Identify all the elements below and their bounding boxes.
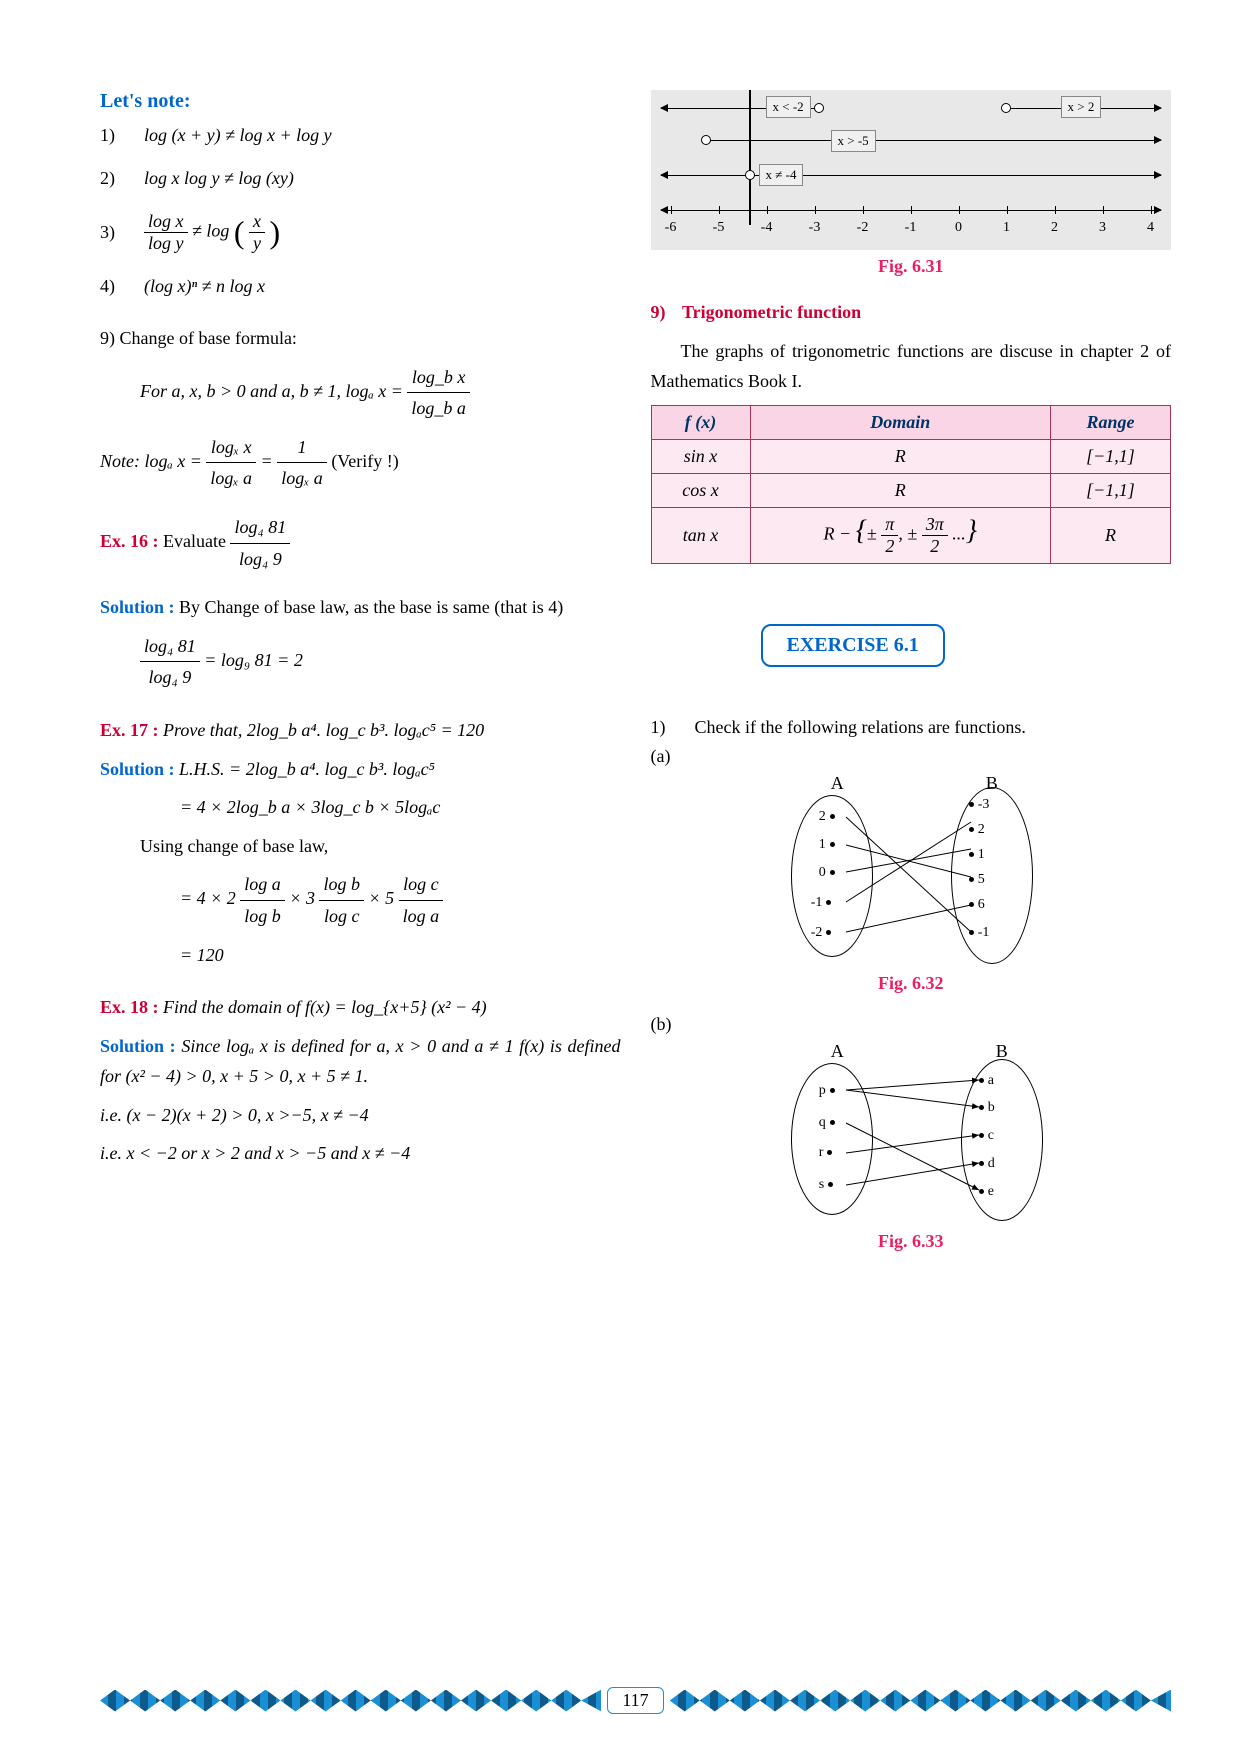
tick-label: -5: [713, 220, 725, 236]
tick-label: 3: [1099, 220, 1106, 236]
note-3-num: 3): [100, 222, 126, 243]
arrows-b: [751, 1045, 1071, 1225]
q1: 1) Check if the following relations are …: [651, 717, 1172, 738]
page-number: 117: [607, 1687, 663, 1714]
th-fx: f (x): [651, 405, 750, 439]
arrows-a: [751, 777, 1071, 967]
tick-label: 2: [1051, 220, 1058, 236]
ex18-sol1: Solution : Since logₐ x is defined for a…: [100, 1031, 621, 1092]
two-column-layout: Let's note: 1) log (x + y) ≠ log x + log…: [100, 90, 1171, 1272]
tick-label: -4: [761, 220, 773, 236]
note-4-text: (log x)ⁿ ≠ n log x: [144, 276, 265, 297]
ex16-label: Ex. 16 :: [100, 531, 159, 551]
note-1-text: log (x + y) ≠ log x + log y: [144, 125, 332, 146]
decorative-border-left: [100, 1690, 601, 1712]
ex16-solution: Solution : By Change of base law, as the…: [100, 592, 621, 623]
left-column: Let's note: 1) log (x + y) ≠ log x + log…: [100, 90, 621, 1272]
trig-table: f (x) Domain Range sin x R [−1,1] cos x …: [651, 405, 1172, 564]
ex16: Ex. 16 : Evaluate log₄ 81log₄ 9: [100, 512, 621, 574]
ex17: Ex. 17 : Prove that, 2log_b a⁴. log_c b³…: [100, 715, 621, 746]
trig-para: The graphs of trigonometric functions ar…: [651, 336, 1172, 397]
note-2-num: 2): [100, 168, 126, 189]
section-9-heading: 9) Trigonometric function: [651, 297, 1172, 328]
note-4: 4) (log x)ⁿ ≠ n log x: [100, 276, 621, 297]
decorative-border-right: [670, 1690, 1171, 1712]
ex18-label: Ex. 18 :: [100, 997, 159, 1017]
ex17-sol5: = 120: [180, 940, 621, 971]
page: Let's note: 1) log (x + y) ≠ log x + log…: [0, 0, 1241, 1754]
relation-diagram-b: A B p q r s a b c d: [751, 1045, 1071, 1225]
q1b-label: (b): [651, 1014, 1172, 1035]
th-range: Range: [1050, 405, 1170, 439]
ex17-sol1: Solution : L.H.S. = 2log_b a⁴. log_c b³.…: [100, 754, 621, 785]
table-row: sin x R [−1,1]: [651, 439, 1171, 473]
tick-label: -1: [905, 220, 917, 236]
tan-domain: R − {± π2, ± 3π2 ...}: [750, 507, 1050, 563]
th-domain: Domain: [750, 405, 1050, 439]
ex16-solution-eq: log₄ 81log₄ 9 = log₉ 81 = 2: [140, 631, 621, 693]
change-base-formula: For a, x, b > 0 and a, b ≠ 1, logₐ x = l…: [140, 362, 621, 424]
note-3-text: log xlog y ≠ log ( xy ): [144, 211, 280, 254]
fig-633-caption: Fig. 6.33: [651, 1231, 1172, 1252]
note-1: 1) log (x + y) ≠ log x + log y: [100, 125, 621, 146]
right-column: x < -2 x > 2 x > -5 x ≠ -4 -6-5-4-3: [651, 90, 1172, 1272]
number-line-figure: x < -2 x > 2 x > -5 x ≠ -4 -6-5-4-3: [651, 90, 1172, 250]
ex17-sol4: = 4 × 2 log alog b × 3 log blog c × 5 lo…: [180, 869, 621, 931]
lets-note-heading: Let's note:: [100, 90, 621, 113]
ex18-sol3: i.e. x < −2 or x > 2 and x > −5 and x ≠ …: [100, 1138, 621, 1169]
exercise-box: EXERCISE 6.1: [761, 624, 945, 667]
ex17-label: Ex. 17 :: [100, 720, 159, 740]
fig-632-caption: Fig. 6.32: [651, 973, 1172, 994]
q1a-label: (a): [651, 746, 1172, 767]
note-4-num: 4): [100, 276, 126, 297]
relation-diagram-a: A B 2 1 0 -1 -2 -3 2 1 5: [751, 777, 1071, 967]
change-base-heading: 9) Change of base formula:: [100, 323, 621, 354]
solution-label: Solution :: [100, 597, 175, 617]
ex18: Ex. 18 : Find the domain of f(x) = log_{…: [100, 992, 621, 1023]
tick-label: 1: [1003, 220, 1010, 236]
tick-label: 4: [1147, 220, 1154, 236]
tick-label: -3: [809, 220, 821, 236]
ex18-sol2: i.e. (x − 2)(x + 2) > 0, x >−5, x ≠ −4: [100, 1100, 621, 1131]
ex17-sol2: = 4 × 2log_b a × 3log_c b × 5logₐc: [180, 792, 621, 823]
page-footer: 117: [100, 1687, 1171, 1714]
note-3: 3) log xlog y ≠ log ( xy ): [100, 211, 621, 254]
note-1-num: 1): [100, 125, 126, 146]
tick-label: -2: [857, 220, 869, 236]
table-row: tan x R − {± π2, ± 3π2 ...} R: [651, 507, 1171, 563]
ex17-sol3: Using change of base law,: [140, 831, 621, 862]
tick-label: 0: [955, 220, 962, 236]
table-row: cos x R [−1,1]: [651, 473, 1171, 507]
change-base-note: Note: logₐ x = logₓ xlogₓ a = 1logₓ a (V…: [100, 432, 621, 494]
note-2-text: log x log y ≠ log (xy): [144, 168, 294, 189]
tick-label: -6: [665, 220, 677, 236]
fig-631-caption: Fig. 6.31: [651, 256, 1172, 277]
note-2: 2) log x log y ≠ log (xy): [100, 168, 621, 189]
